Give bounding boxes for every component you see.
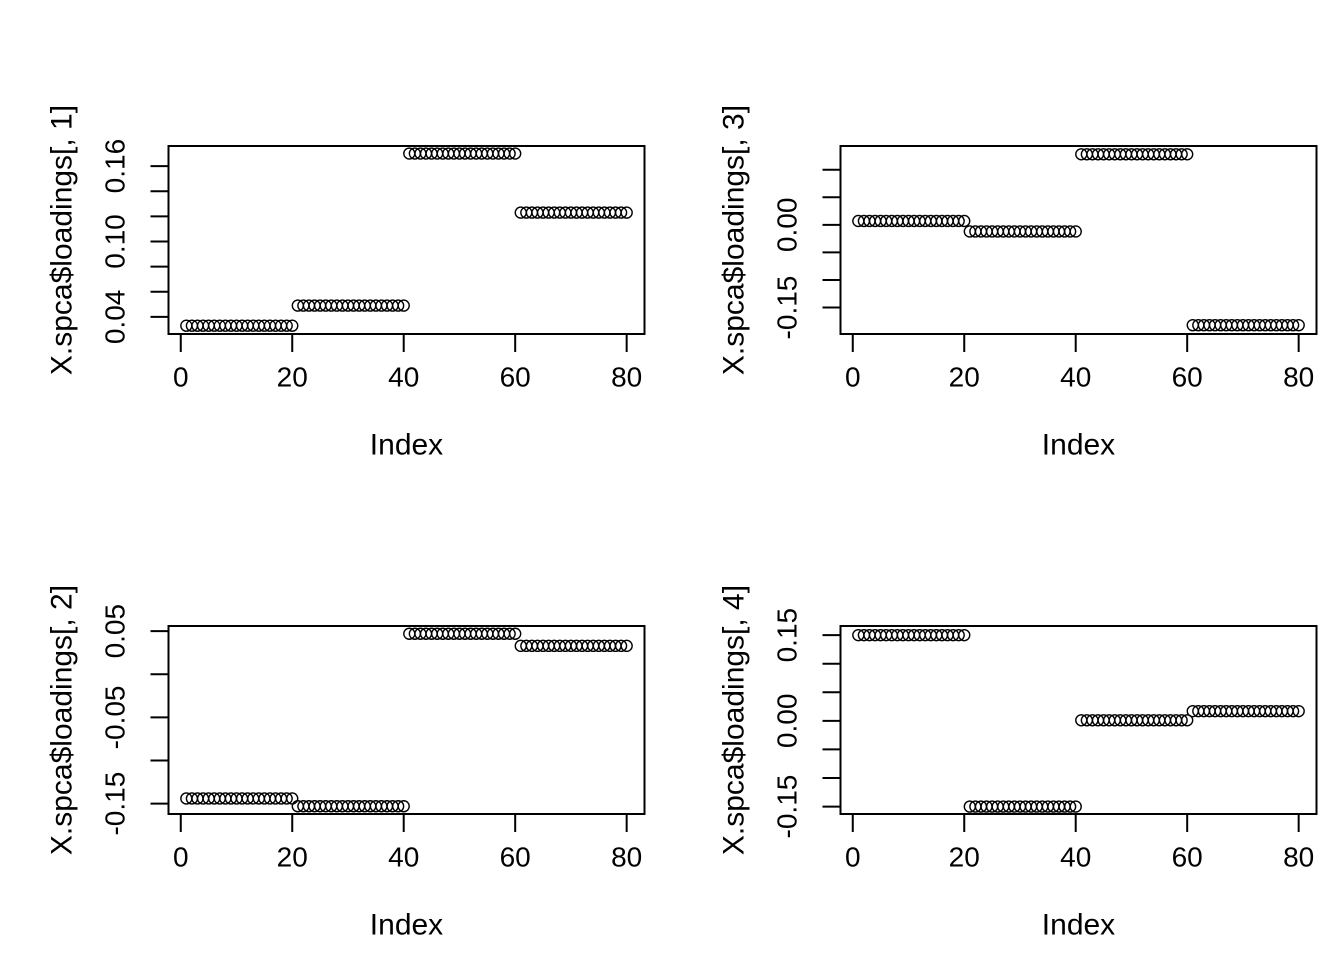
- data-point: [1175, 148, 1188, 161]
- x-axis-title: Index: [1042, 909, 1115, 942]
- y-tick-label: -0.15: [772, 775, 803, 839]
- x-tick-label: 40: [1060, 362, 1091, 393]
- x-axis-title: Index: [1042, 429, 1115, 462]
- data-series-group-2: [963, 225, 1082, 238]
- data-point: [280, 319, 293, 332]
- y-axis-title: X.spca$loadings[, 2]: [46, 585, 79, 855]
- plot-top-left: 0 20 40 60 80 0.04 0.10 0.16 Index X.spca$loading…: [46, 105, 646, 462]
- x-tick-label: 0: [845, 362, 861, 393]
- panel-loadings-3: 0 20 40 60 80 -0.15 0.00 Index X.spca$loadings[,…: [712, 16, 1344, 496]
- x-tick-label: 40: [388, 842, 419, 873]
- data-series-group-4: [1186, 704, 1305, 718]
- x-tick-label: 0: [173, 842, 189, 873]
- plot-bottom-right: 0 20 40 60 80 -0.15 0.00 0.15 Index X.spca$loadin…: [718, 585, 1318, 942]
- plot-top-right: 0 20 40 60 80 -0.15 0.00 Index X.spca$loadings[,…: [718, 105, 1318, 462]
- x-tick-label: 20: [949, 362, 980, 393]
- data-series-group-1: [180, 319, 299, 332]
- y-tick-label: 0.05: [100, 604, 131, 659]
- data-point: [614, 639, 628, 653]
- data-point: [397, 800, 410, 813]
- data-point: [1286, 704, 1300, 718]
- x-tick-label: 40: [388, 362, 419, 393]
- panel-loadings-4: 0 20 40 60 80 -0.15 0.00 0.15 Index X.spca$loadin…: [712, 496, 1344, 976]
- y-tick-label: -0.15: [772, 276, 803, 340]
- panel-loadings-1: 0 20 40 60 80 0.04 0.10 0.16 Index X.spca$loading…: [40, 16, 712, 496]
- x-tick-label: 80: [611, 362, 642, 393]
- data-point: [508, 147, 522, 160]
- data-point: [1292, 704, 1305, 718]
- data-series-group-3: [403, 147, 522, 160]
- data-series-group-1: [852, 214, 971, 228]
- plot-box: [839, 625, 1318, 815]
- data-point: [503, 147, 516, 160]
- data-point: [1063, 800, 1077, 813]
- data-point: [1180, 714, 1194, 727]
- y-tick-label: 0.16: [100, 139, 131, 194]
- data-series-group-4: [1186, 318, 1305, 332]
- data-series-group-3: [403, 627, 522, 640]
- y-axis-title: X.spca$loadings[, 4]: [718, 585, 751, 855]
- data-point: [952, 214, 965, 228]
- data-series-group-3: [1075, 714, 1194, 727]
- x-tick-label: 80: [1283, 362, 1314, 393]
- data-series-group-4: [514, 639, 633, 653]
- x-tick-label: 80: [1283, 842, 1314, 873]
- data-point: [391, 800, 405, 813]
- plot-box: [167, 625, 646, 815]
- x-axis-title: Index: [370, 429, 443, 462]
- x-tick-label: 20: [277, 362, 308, 393]
- data-point: [952, 628, 965, 642]
- data-point: [958, 628, 971, 642]
- y-tick-label: -0.05: [100, 685, 131, 749]
- x-axis-title: Index: [370, 909, 443, 942]
- data-series-group-4: [514, 206, 633, 219]
- x-tick-label: 0: [845, 842, 861, 873]
- plot-bottom-left: 0 20 40 60 80 -0.15 -0.05 0.05 Index X.spca$loadi…: [46, 585, 646, 942]
- data-point: [1175, 714, 1188, 727]
- data-point: [1180, 148, 1194, 161]
- panel-loadings-2: 0 20 40 60 80 -0.15 -0.05 0.05 Index X.spca$loadi…: [40, 496, 712, 976]
- data-point: [614, 206, 628, 219]
- y-axis-title: X.spca$loadings[, 1]: [46, 105, 79, 375]
- data-point: [508, 627, 522, 640]
- data-point: [503, 627, 516, 640]
- data-point: [1063, 225, 1077, 238]
- data-series-group-2: [291, 800, 410, 813]
- y-tick-label: 0.15: [772, 608, 803, 663]
- data-series-group-3: [1075, 148, 1194, 161]
- x-tick-label: 20: [949, 842, 980, 873]
- data-series-group-1: [180, 792, 299, 805]
- data-series-group-1: [852, 628, 971, 642]
- y-tick-label: 0.04: [100, 290, 131, 345]
- data-series-group-2: [291, 299, 410, 312]
- x-tick-label: 20: [277, 842, 308, 873]
- x-tick-label: 60: [500, 362, 531, 393]
- plot-box: [839, 145, 1318, 335]
- data-point: [620, 206, 633, 219]
- data-point: [958, 214, 971, 228]
- data-point: [1292, 318, 1305, 332]
- x-tick-label: 60: [1172, 842, 1203, 873]
- data-point: [1286, 318, 1300, 332]
- data-point: [280, 792, 293, 805]
- y-tick-label: -0.15: [100, 772, 131, 836]
- y-axis-title: X.spca$loadings[, 3]: [718, 105, 751, 375]
- data-series-group-2: [963, 800, 1082, 813]
- data-point: [1069, 225, 1082, 238]
- data-point: [1069, 800, 1082, 813]
- data-point: [391, 299, 405, 312]
- x-tick-label: 0: [173, 362, 189, 393]
- x-tick-label: 80: [611, 842, 642, 873]
- x-tick-label: 60: [500, 842, 531, 873]
- y-tick-label: 0.10: [100, 214, 131, 269]
- data-point: [286, 319, 299, 332]
- data-point: [620, 639, 633, 653]
- y-tick-label: 0.00: [772, 694, 803, 749]
- data-point: [397, 299, 410, 312]
- x-tick-label: 40: [1060, 842, 1091, 873]
- plot-box: [167, 145, 646, 335]
- x-tick-label: 60: [1172, 362, 1203, 393]
- y-tick-label: 0.00: [772, 198, 803, 253]
